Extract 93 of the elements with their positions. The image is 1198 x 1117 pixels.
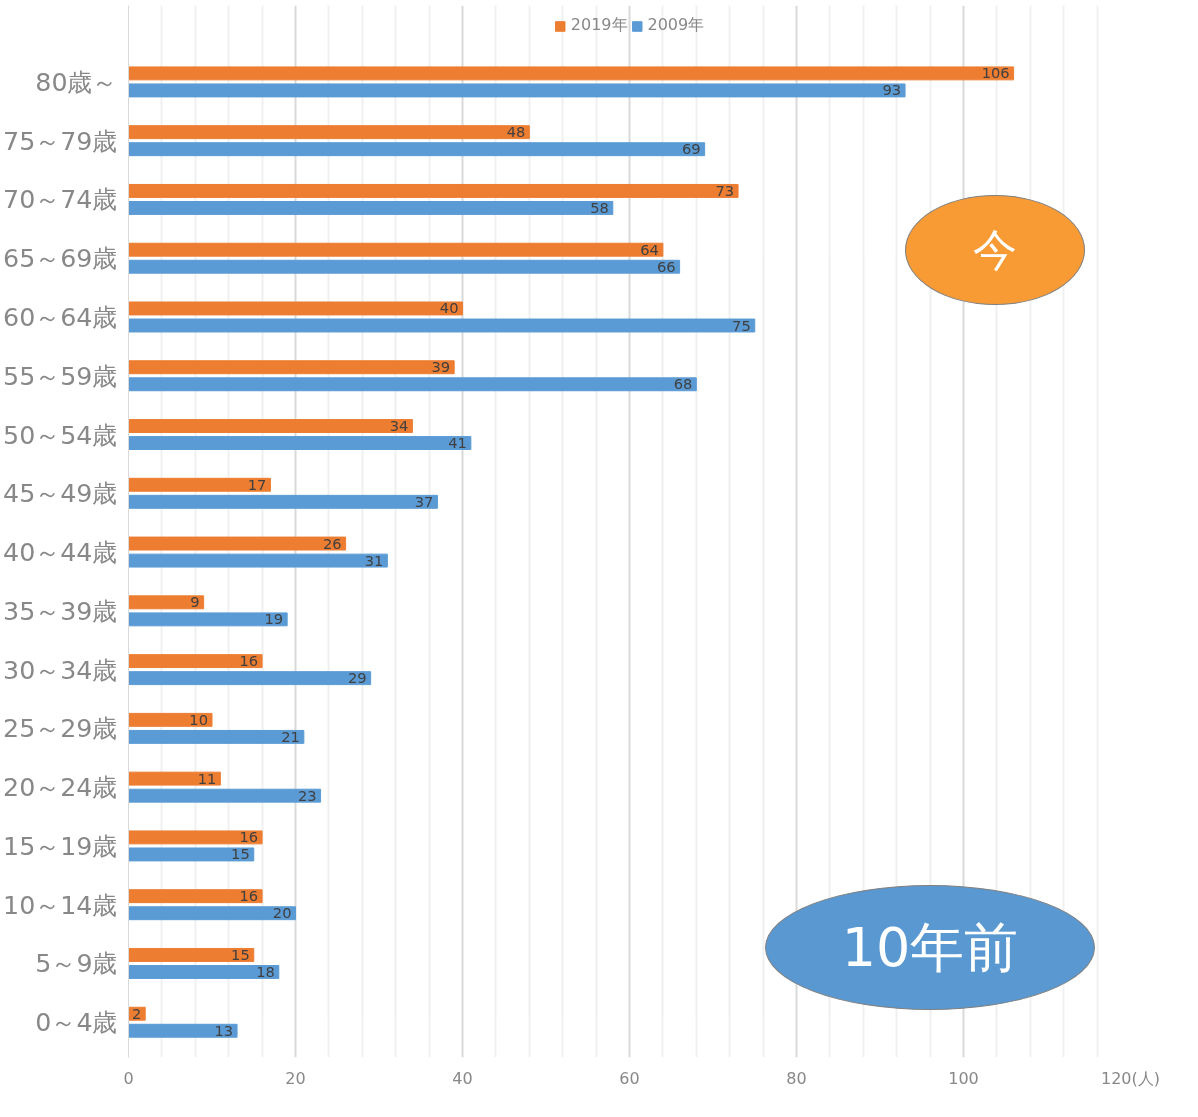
bar — [128, 201, 614, 215]
bar — [128, 1023, 238, 1038]
x-tick-label: 100 — [948, 1068, 979, 1088]
y-tick-label: 30～34歳 — [3, 654, 118, 685]
data-label: 31 — [364, 551, 384, 569]
data-label: 17 — [247, 475, 267, 493]
bar — [128, 671, 372, 686]
data-label: 68 — [673, 375, 693, 393]
y-tick-label: 0～4歳 — [35, 1007, 118, 1038]
bar — [128, 771, 221, 786]
data-label: 93 — [882, 81, 902, 99]
data-label: 34 — [389, 417, 409, 435]
bar — [128, 830, 263, 845]
bar — [128, 318, 756, 333]
bar — [128, 419, 413, 433]
data-label: 41 — [448, 434, 467, 452]
data-label: 48 — [506, 123, 526, 141]
data-label: 26 — [322, 534, 342, 552]
bar — [128, 947, 255, 962]
bar — [128, 612, 288, 627]
y-tick-label: 45～49歳 — [3, 478, 118, 509]
bar — [128, 712, 213, 727]
bar — [128, 301, 463, 316]
data-label: 15 — [231, 845, 250, 863]
x-tick-label: 80 — [786, 1068, 807, 1088]
y-tick-label: 15～19歳 — [3, 830, 118, 861]
y-tick-label: 55～59歳 — [3, 360, 118, 391]
x-tick-label: 40 — [452, 1068, 473, 1088]
bar — [128, 965, 280, 979]
bar — [128, 125, 530, 140]
bar — [128, 536, 347, 551]
y-tick-label: 60～64歳 — [3, 301, 118, 332]
data-label: 29 — [348, 669, 367, 687]
y-tick-label: 10～14歳 — [3, 889, 118, 920]
y-tick-label: 75～79歳 — [3, 125, 118, 156]
legend-label: 2019年 — [570, 15, 628, 36]
bar — [128, 477, 271, 492]
bar — [128, 729, 305, 744]
bar — [128, 66, 1015, 81]
bar — [128, 142, 706, 157]
bar — [128, 259, 681, 274]
y-tick-label: 5～9歳 — [35, 948, 118, 979]
data-label: 20 — [272, 904, 292, 922]
data-label: 16 — [239, 828, 259, 846]
bar — [128, 377, 697, 392]
data-label: 69 — [682, 140, 701, 158]
data-label: 16 — [239, 652, 259, 670]
bar — [128, 360, 455, 375]
legend-label: 2009年 — [647, 15, 705, 36]
bar — [128, 889, 263, 904]
data-label: 11 — [197, 769, 217, 787]
data-label: 16 — [239, 887, 259, 905]
bar — [128, 183, 739, 198]
bar — [128, 595, 205, 610]
data-label: 40 — [439, 299, 459, 317]
data-label: 73 — [715, 181, 735, 199]
bar — [128, 83, 906, 98]
data-label: 13 — [214, 1021, 234, 1039]
x-tick-label: 20 — [285, 1068, 306, 1088]
y-tick-label: 40～44歳 — [3, 537, 118, 568]
data-label: 58 — [590, 198, 609, 216]
y-tick-label: 50～54歳 — [3, 419, 118, 450]
bar — [128, 906, 296, 921]
data-label: 39 — [431, 358, 451, 376]
data-label: 21 — [281, 727, 300, 745]
bar — [128, 553, 388, 568]
data-label: 66 — [656, 257, 676, 275]
y-tick-label: 65～69歳 — [3, 243, 118, 274]
data-label: 106 — [981, 64, 1010, 82]
data-label: 15 — [231, 945, 250, 963]
data-label: 9 — [190, 593, 200, 611]
bar — [128, 654, 263, 669]
x-tick-label: 120(人) — [1100, 1068, 1161, 1088]
data-label: 23 — [297, 786, 317, 804]
bar — [128, 788, 322, 803]
y-tick-label: 80歳～ — [35, 66, 118, 97]
y-tick-label: 20～24歳 — [3, 772, 118, 803]
data-label: 75 — [732, 316, 751, 334]
data-label: 19 — [264, 610, 284, 628]
y-tick-label: 25～29歳 — [3, 713, 118, 744]
x-tick-label: 60 — [619, 1068, 640, 1088]
data-label: 2 — [131, 1004, 142, 1022]
bar — [128, 436, 472, 451]
data-label: 64 — [640, 240, 659, 258]
data-label: 10 — [189, 710, 209, 728]
y-tick-label: 35～39歳 — [3, 595, 118, 626]
bar — [128, 242, 664, 257]
bar — [128, 494, 438, 509]
y-tick-label: 70～74歳 — [3, 184, 118, 215]
data-label: 18 — [256, 962, 275, 980]
bar — [128, 847, 255, 862]
x-tick-label: 0 — [123, 1068, 134, 1088]
data-label: 37 — [414, 492, 434, 510]
